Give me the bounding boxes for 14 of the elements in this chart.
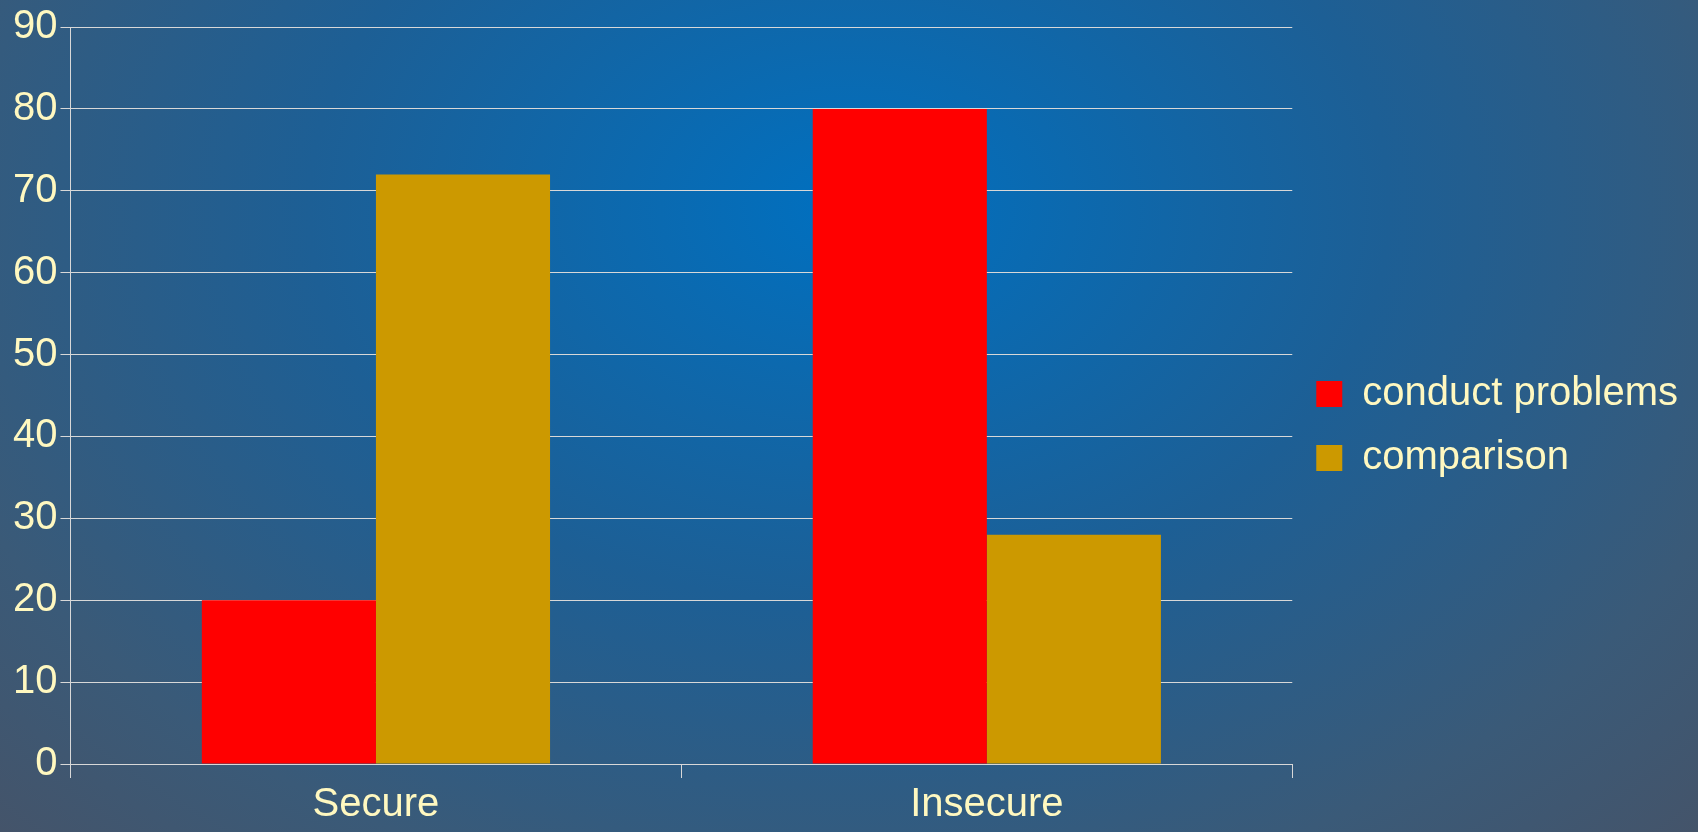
y-tick-label: 0 — [35, 739, 58, 784]
x-tick-label: Insecure — [910, 780, 1064, 825]
x-tick-label: Secure — [312, 780, 440, 825]
y-tick-label: 70 — [12, 165, 58, 210]
y-tick-label: 40 — [12, 411, 58, 456]
y-tick-label: 80 — [12, 83, 58, 128]
y-tick-label: 90 — [12, 2, 58, 47]
y-tick-label: 30 — [12, 493, 58, 538]
legend-label: conduct problems — [1362, 369, 1679, 414]
y-tick-label: 60 — [12, 247, 58, 292]
legend-label: comparison — [1362, 433, 1570, 478]
y-tick-label: 10 — [12, 657, 58, 702]
y-tick-label: 50 — [12, 329, 58, 374]
y-tick-label: 20 — [12, 575, 58, 620]
